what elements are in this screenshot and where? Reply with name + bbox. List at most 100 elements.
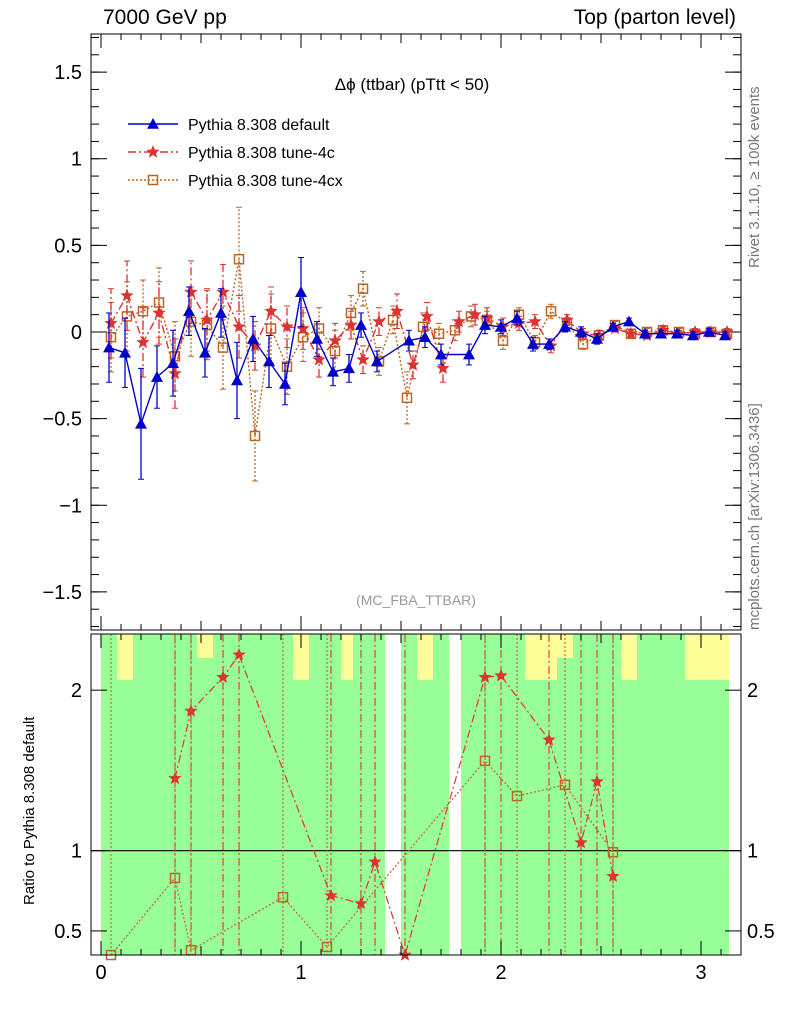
data-point-triangle (183, 305, 195, 317)
process-label: Top (parton level) (573, 6, 736, 29)
data-point-square (169, 351, 181, 362)
data-point-star (398, 948, 412, 961)
data-point-triangle (199, 346, 211, 358)
x-tick-label: 1 (295, 962, 306, 984)
data-point-triangle (247, 332, 259, 344)
data-point-star (720, 325, 734, 338)
data-point-triangle (671, 327, 683, 339)
data-point-square (511, 790, 523, 802)
data-point-triangle (371, 355, 383, 367)
legend-entry: Pythia 8.308 default (188, 117, 330, 134)
data-point-star (146, 145, 160, 158)
data-point-star (574, 835, 588, 849)
y-tick-label: 1 (71, 841, 82, 863)
uncertainty-band-inner (309, 634, 325, 955)
uncertainty-band-inner (165, 634, 181, 955)
data-point-star (232, 647, 246, 661)
data-point-triangle (327, 365, 339, 377)
data-point-triangle (279, 377, 291, 389)
data-point-square (433, 328, 445, 339)
uncertainty-band-inner (357, 634, 369, 955)
uncertainty-band-inner (117, 634, 133, 955)
main-plot: −1.5 −1 −0.5 0 0.5 1 1.5 Δϕ (ttbar) (pTtt < 50)… (43, 33, 742, 631)
data-point-triangle (119, 346, 131, 358)
ratio-series-open-square (105, 634, 619, 961)
data-point-star (328, 333, 342, 347)
data-point-star (468, 307, 482, 321)
y-tick-label: −0.5 (43, 409, 82, 431)
series-line (108, 291, 726, 427)
uncertainty-band-inner (685, 634, 701, 955)
data-point-triangle (687, 329, 699, 341)
data-point-square (497, 335, 509, 346)
x-tick-label: 2 (495, 962, 506, 984)
data-point-triangle (151, 371, 163, 382)
data-point-star (344, 318, 358, 331)
uncertainty-band-outer-top (621, 634, 637, 680)
uncertainty-band-inner (181, 634, 197, 955)
data-point-star (480, 311, 494, 324)
data-point-triangle (231, 374, 243, 386)
uncertainty-band-outer-top (293, 634, 309, 680)
y-tick-label: 2 (71, 680, 82, 702)
uncertainty-band-inner (669, 634, 685, 955)
y-tick-label: 0 (71, 322, 82, 344)
plot-title: Δϕ (ttbar) (pTtt < 50) (335, 75, 490, 94)
uncertainty-band-inner (229, 634, 245, 955)
data-point-triangle (295, 286, 307, 297)
uncertainty-band-inner (261, 634, 277, 955)
data-point-star (494, 668, 508, 682)
data-point-triangle (343, 362, 355, 374)
data-point-triangle (511, 312, 523, 323)
data-point-square (313, 323, 325, 334)
data-point-square (277, 891, 289, 903)
data-point-square (249, 430, 261, 442)
data-point-square (217, 342, 229, 353)
uncertainty-band-inner (701, 634, 717, 955)
ratio-plot: 0 1 2 3 0.5 1 2 0.5 1 2 (54, 633, 775, 984)
data-point-triangle (419, 331, 431, 342)
data-point-triangle (263, 355, 275, 367)
uncertainty-band-inner (293, 634, 309, 955)
data-point-star (590, 774, 604, 788)
legend-entry: Pythia 8.308 tune-4c (188, 145, 335, 162)
data-point-triangle (719, 329, 731, 341)
data-point-triangle (215, 306, 227, 318)
y-tick-label: 1.5 (54, 62, 82, 84)
data-point-star (560, 312, 574, 326)
data-point-square (233, 253, 245, 265)
data-point-star (216, 670, 230, 683)
ratio-line (174, 653, 614, 958)
y-tick-label-right: 1 (747, 841, 758, 863)
data-point-star (528, 314, 542, 328)
uncertainty-band-inner (245, 634, 261, 955)
data-point-square (147, 174, 159, 186)
data-point-star (436, 361, 450, 374)
series-line (110, 259, 728, 437)
data-point-triangle (495, 320, 507, 332)
axes-frame (90, 633, 742, 956)
uncertainty-band-inner (101, 634, 117, 955)
data-point-star (452, 314, 466, 328)
data-point-star (420, 309, 434, 323)
legend-entry: Pythia 8.308 tune-4cx (188, 173, 343, 190)
data-point-triangle (527, 338, 539, 349)
y-tick-label-right: 0.5 (747, 921, 775, 943)
data-point-star (356, 352, 370, 366)
data-point-star (368, 854, 382, 868)
data-point-triangle (543, 338, 555, 349)
data-point-triangle (311, 332, 323, 344)
data-point-star (296, 321, 310, 335)
uncertainty-band-inner (277, 634, 293, 955)
data-point-star (592, 328, 606, 342)
data-point-star (312, 352, 326, 366)
uncertainty-band-outer-top (417, 634, 433, 680)
data-point-square (169, 872, 181, 884)
data-point-triangle (403, 334, 415, 346)
data-point-star (152, 305, 166, 319)
data-point-star (624, 326, 638, 340)
series-triangle (103, 257, 731, 480)
y-tick-label-right: 2 (747, 680, 758, 702)
data-point-star (688, 325, 702, 338)
